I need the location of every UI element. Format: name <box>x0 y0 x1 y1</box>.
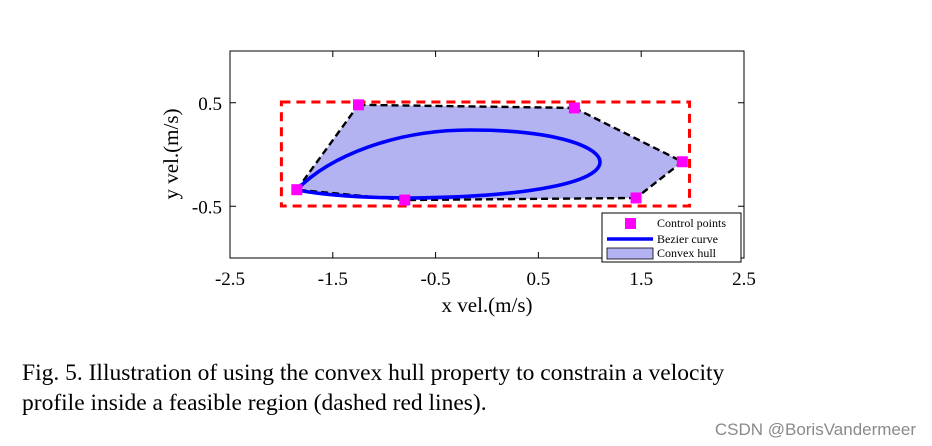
control-point <box>630 192 642 204</box>
legend-swatch-control-points <box>625 218 636 229</box>
figure-caption: Fig. 5. Illustration of using the convex… <box>22 358 902 418</box>
bezier-curve <box>295 128 602 200</box>
x-tick-label: -1.5 <box>318 269 348 290</box>
convex-hull-edge <box>573 106 683 163</box>
control-point <box>399 194 411 206</box>
x-tick-label: 0.5 <box>527 269 551 290</box>
legend-label: Convex hull <box>657 246 717 260</box>
y-tick-label: -0.5 <box>192 197 222 218</box>
control-point <box>353 99 364 111</box>
control-point <box>291 184 303 196</box>
convex-hull-edge <box>295 104 360 191</box>
convex-hull-edge <box>635 160 684 199</box>
convex-hull-edge <box>358 103 575 110</box>
caption-line-2: profile inside a feasible region (dashed… <box>22 390 487 416</box>
x-tick-label: 2.5 <box>732 269 756 290</box>
legend-label: Bezier curve <box>657 232 718 246</box>
velocity-chart: -2.5 -1.5 -0.5 0.5 1.5 2.5 -0.5 0.5 Control poin… <box>159 50 756 317</box>
x-tick-label: -0.5 <box>421 269 451 290</box>
x-tick-label: 1.5 <box>629 269 653 290</box>
control-point <box>676 156 688 168</box>
x-axis-label: x vel.(m/s) <box>442 293 533 317</box>
control-point <box>568 102 580 114</box>
y-tick-label: 0.5 <box>198 94 222 115</box>
x-tick-label: -2.5 <box>215 269 245 290</box>
legend-label: Control points <box>657 216 726 230</box>
y-axis-label: y vel.(m/s) <box>159 109 183 200</box>
convex-hull-edge <box>404 196 637 202</box>
legend-swatch-convex-hull <box>606 247 654 260</box>
caption-line-1: Fig. 5. Illustration of using the convex… <box>22 360 725 386</box>
watermark: CSDN @BorisVandermeer <box>714 420 916 439</box>
